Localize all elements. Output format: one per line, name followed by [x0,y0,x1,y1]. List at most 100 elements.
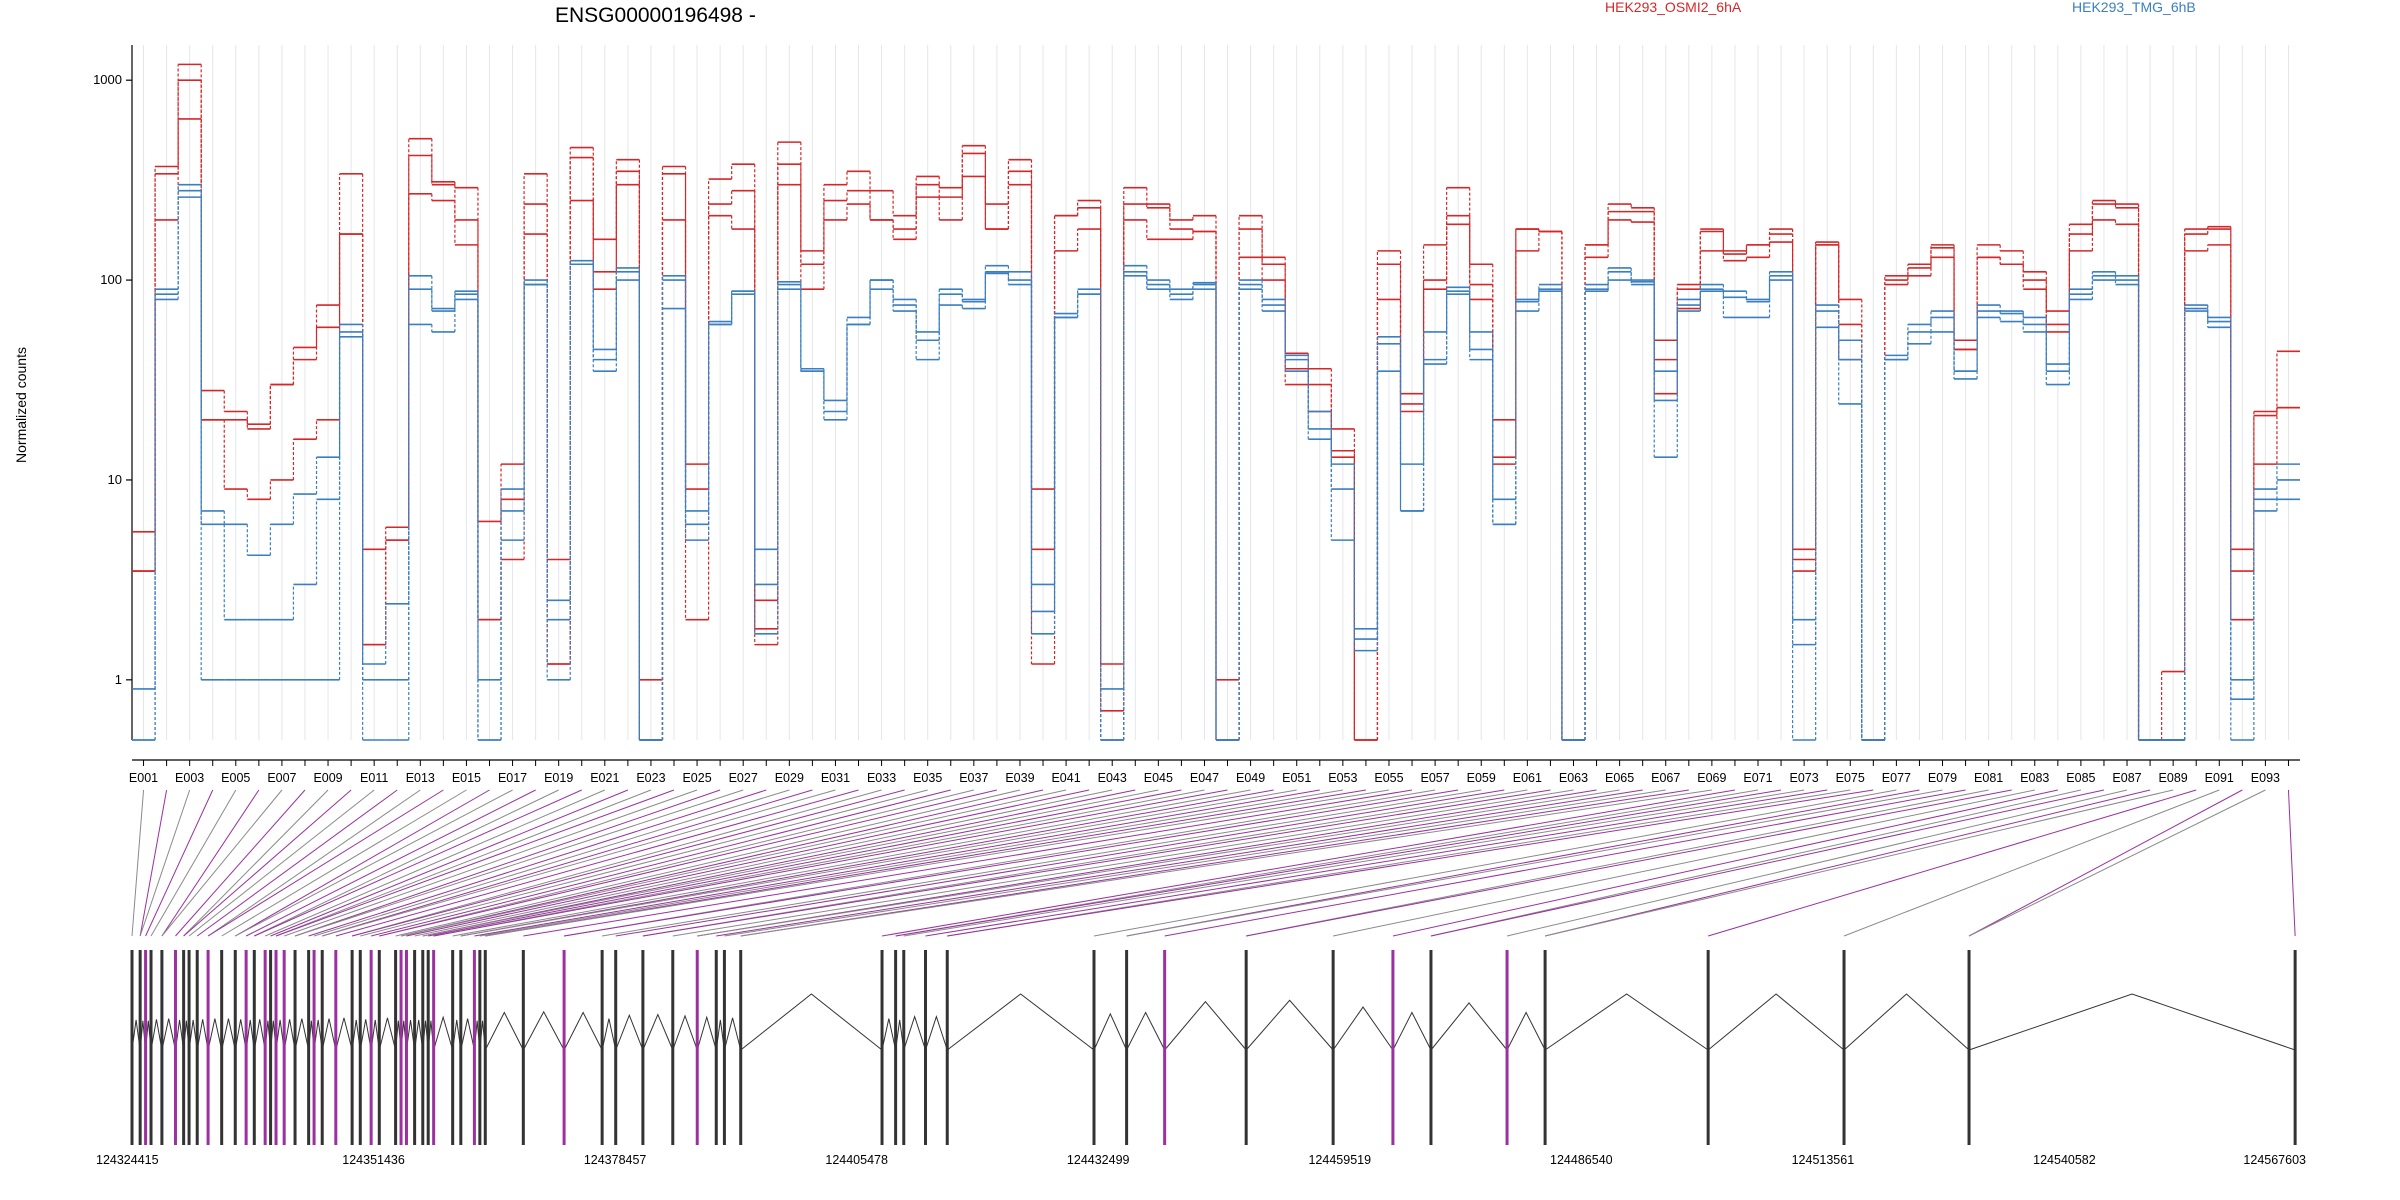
exon-connector [1968,789,2266,937]
exon-block-highlighted [206,950,210,1145]
intron-line [283,1019,296,1051]
exon-block [739,950,743,1145]
exon-block [350,950,354,1145]
exon-block [1125,950,1129,1145]
chart-header: ENSG00000196498 - HEK293_OSMI2_6hA HEK29… [555,0,2196,27]
exon-connector [1126,789,1920,937]
exon-block-highlighted [404,950,408,1145]
exon-block [394,950,398,1145]
exon-tick-label: E045 [1144,771,1173,785]
exon-block [521,950,525,1145]
exon-connector [371,789,951,937]
exon-block-highlighted [369,950,373,1145]
exon-connector [379,789,998,937]
legend-entry-tmg: HEK293_TMG_6hB [2072,0,2196,15]
exon-block [478,950,482,1145]
exon-gridlines [143,45,2289,740]
exon-block [233,950,237,1145]
exon-block [1331,950,1335,1145]
coordinate-label: 124513561 [1792,1153,1855,1167]
exon-block [945,950,949,1145]
exon-connector [881,789,1736,937]
exon-block [1842,950,1846,1145]
exon-connector [351,789,905,937]
exon-connector [254,789,582,937]
exon-block [1429,950,1433,1145]
exon-block [1092,950,1096,1145]
exon-connector [264,789,606,937]
exon-tick-label: E003 [175,771,204,785]
exon-block [138,950,142,1145]
exon-block [293,950,297,1145]
exon-connector [903,789,1805,937]
exon-connector [697,789,1620,937]
exon-tick-label: E057 [1421,771,1450,785]
exon-tick-label: E049 [1236,771,1265,785]
exon-block [880,950,884,1145]
exon-axis: E001 E003 E005 E007 E009 E011 E013 E015 E017 E019… [129,759,2300,785]
exon-tick-label: E009 [313,771,342,785]
exon-tick-label: E021 [590,771,619,785]
exon-connector [716,789,1643,937]
intron-line [359,1019,372,1051]
exon-tick-label: E047 [1190,771,1219,785]
exon-connector [1392,789,2058,937]
exon-tick-label: E079 [1928,771,1957,785]
intron-line [1164,1000,1247,1051]
series-HEK293_TMG_6hB [132,196,2300,741]
intron-line [696,1015,717,1051]
intron-line [378,1017,397,1051]
exon-tick-label: E027 [729,771,758,785]
exon-tick-label: E077 [1882,771,1911,785]
intron-line [335,1017,353,1051]
exon-connector [395,789,1021,937]
intron-line [1544,993,1709,1051]
exon-connector [1506,789,2128,937]
intron-line [207,1018,223,1051]
exon-tick-label: E025 [682,771,711,785]
exon-block [1706,950,1710,1145]
exon-tick-label: E011 [360,771,388,785]
exon-connector [452,789,1251,937]
exon-connector [221,789,467,937]
exon-tick-label: E005 [221,771,250,785]
exon-connector [294,789,744,937]
exon-tick-label: E093 [2251,771,2280,785]
exon-block [269,950,273,1145]
exon-tick-label: E073 [1790,771,1819,785]
intron-line [563,1011,603,1051]
exon-tick-label: E087 [2112,771,2141,785]
intron-line [196,1019,209,1051]
intron-line [433,1015,454,1051]
exon-connector [564,789,1459,937]
exon-connector [1126,789,1943,937]
exon-tick-label: E065 [1605,771,1634,785]
exon-tick-label: E063 [1559,771,1588,785]
exon-connector [1333,789,2035,937]
exon-connector [400,789,1067,937]
exon-tick-label: E083 [2020,771,2049,785]
intron-line [615,1013,644,1051]
exon-connector [207,789,421,937]
intron-line [672,1014,698,1051]
exon-tick-label: E013 [406,771,435,785]
exon-connector [479,789,1343,937]
exon-connector [925,789,1828,937]
exon-connector [275,789,652,937]
series-layer [132,63,2300,741]
exon-connector [245,789,536,937]
exon-connector [351,789,882,937]
exon-block [1543,950,1547,1145]
exon-block [195,950,199,1145]
exon-connector [322,789,836,937]
exon-block [307,950,311,1145]
exon-block-highlighted [173,950,177,1145]
exon-tick-label: E091 [2205,771,2234,785]
exon-connector [145,789,214,937]
exon-connector [485,789,1366,937]
exon-connector [235,789,490,937]
exon-block-highlighted [244,950,248,1145]
y-tick-label: 1 [115,672,122,687]
exon-connector [740,789,1689,937]
